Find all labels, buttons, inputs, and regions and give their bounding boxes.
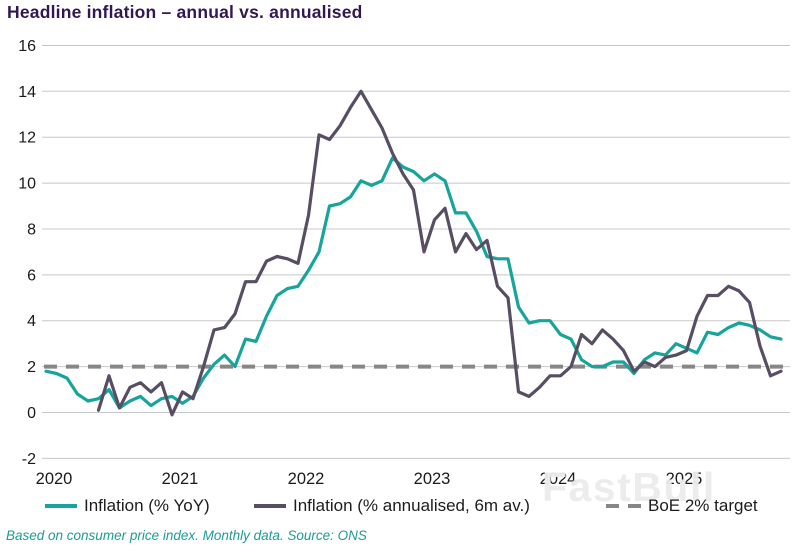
y-tick-label: 2 [27, 359, 36, 376]
x-tick-label: 2021 [162, 470, 199, 488]
x-tick-label: 2020 [36, 470, 73, 488]
gridlines [42, 45, 790, 459]
chart-legend: Inflation (% YoY) Inflation (% annualise… [0, 494, 796, 518]
legend-item-annualised: Inflation (% annualised, 6m av.) [254, 494, 530, 518]
legend-item-yoy: Inflation (% YoY) [45, 494, 210, 518]
y-tick-label: 0 [27, 405, 36, 422]
chart-title: Headline inflation – annual vs. annualis… [7, 2, 363, 22]
y-tick-label: 8 [27, 222, 36, 239]
y-tick-label: 4 [27, 313, 36, 330]
annualised-line-swatch-icon [254, 504, 286, 508]
y-tick-label: 14 [18, 84, 36, 101]
annualised-inflation-line [96, 89, 783, 417]
x-axis-labels: 2020 2021 2022 2023 2024 2025 [36, 470, 703, 488]
y-axis-labels: 16 14 12 10 8 6 4 2 0 -2 [18, 38, 36, 468]
legend-label-target: BoE 2% target [648, 496, 758, 515]
x-tick-label: 2022 [288, 470, 325, 488]
yoy-inflation-line [44, 156, 783, 410]
x-tick-label: 2023 [414, 470, 451, 488]
legend-label-yoy: Inflation (% YoY) [84, 496, 210, 515]
target-dashed-swatch-icon [606, 504, 641, 508]
legend-label-annualised: Inflation (% annualised, 6m av.) [293, 496, 530, 515]
x-tick-label: 2024 [540, 470, 577, 488]
yoy-line-swatch-icon [45, 504, 77, 508]
y-tick-label: 10 [18, 176, 36, 193]
source-footnote: Based on consumer price index. Monthly d… [6, 528, 367, 543]
y-tick-label: 12 [18, 130, 36, 147]
y-tick-label: 16 [18, 38, 36, 55]
x-tick-label: 2025 [666, 470, 703, 488]
y-tick-label: 6 [27, 267, 36, 284]
legend-item-target: BoE 2% target [606, 494, 758, 518]
y-tick-label: -2 [22, 451, 36, 468]
